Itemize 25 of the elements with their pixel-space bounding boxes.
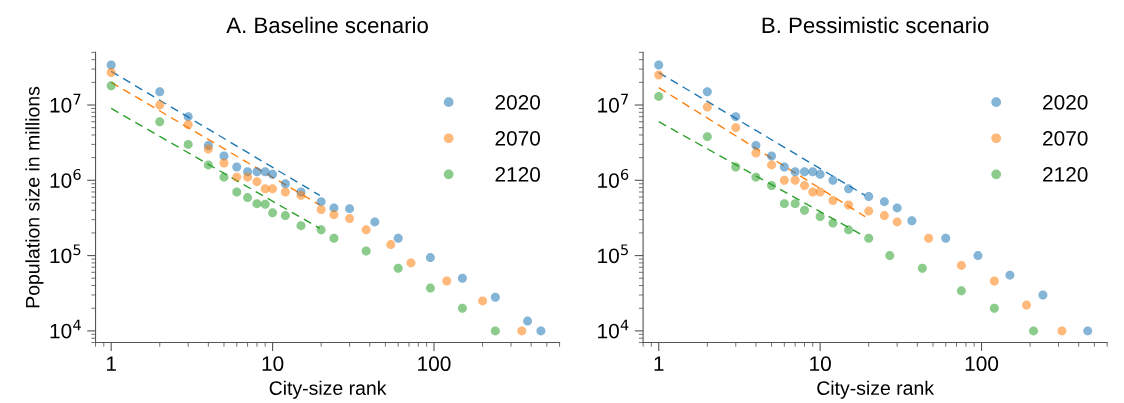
chart-title: A. Baseline scenario (226, 16, 428, 34)
legend-label: 2120 (495, 167, 541, 182)
y-tick-label: 10$^{7}$ (50, 93, 81, 113)
y-tick-label: 10$^{5}$ (598, 244, 628, 264)
y-tick-label: 10$^{7}$ (598, 93, 628, 113)
legend-label: 2020 (1043, 94, 1088, 110)
legend-label: 2070 (495, 130, 541, 146)
y-tick-label: 10$^{5}$ (50, 244, 81, 264)
legend-label: 2070 (1043, 130, 1088, 146)
x-tick-label: 1 (106, 356, 116, 371)
legend-label: 2020 (495, 94, 541, 110)
x-tick-label: 10 (810, 356, 831, 372)
x-axis-title: City-size rank (269, 380, 387, 399)
x-axis-title: City-size rank (817, 380, 935, 399)
x-tick-label: 1 (654, 356, 664, 371)
x-tick-label: 100 (418, 356, 451, 372)
x-tick-label: 10 (262, 356, 284, 372)
chart-title: B. Pessimistic scenario (762, 16, 989, 34)
y-axis-title: Population size in millions (25, 86, 44, 308)
y-tick-label: 10$^{4}$ (50, 319, 81, 339)
y-tick-label: 10$^{6}$ (598, 168, 629, 188)
y-tick-label: 10$^{6}$ (50, 168, 81, 188)
y-tick-label: 10$^{4}$ (598, 319, 629, 339)
legend-label: 2120 (1043, 167, 1088, 182)
x-tick-label: 100 (965, 356, 999, 372)
